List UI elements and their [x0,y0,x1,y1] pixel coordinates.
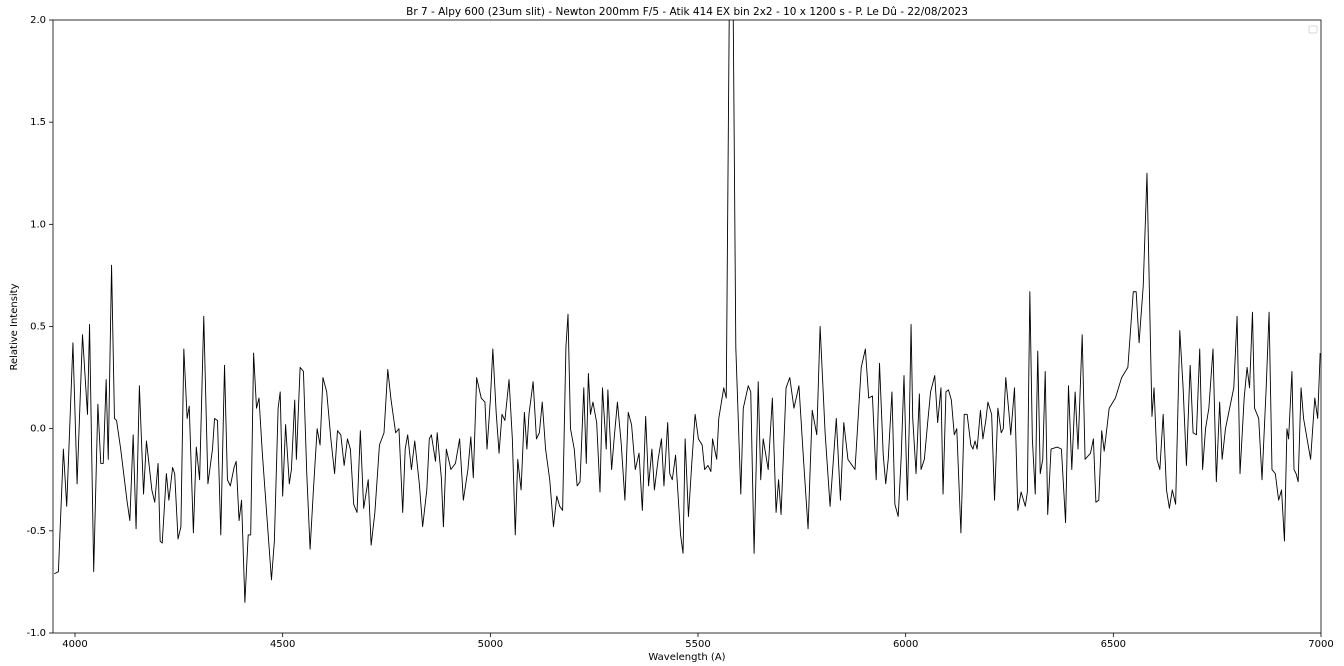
x-tick-label: 7000 [1308,639,1333,650]
y-tick-label: 0.0 [30,424,46,435]
x-tick-label: 5000 [478,639,503,650]
spectrum-line [54,20,1321,603]
y-axis-label: Relative Intensity [9,283,20,370]
x-tick-label: 6000 [893,639,918,650]
x-tick-label: 5500 [685,639,710,650]
y-tick-label: -1.0 [26,628,46,639]
x-axis-label: Wavelength (A) [648,652,725,663]
y-tick-label: 1.0 [30,219,46,230]
y-tick-label: 0.5 [30,322,46,333]
y-tick-label: -0.5 [26,526,46,537]
legend [1308,25,1318,34]
plot-area [54,20,1321,603]
y-tick-label: 2.0 [30,15,46,26]
x-tick-label: 6500 [1101,639,1126,650]
chart-title: Br 7 - Alpy 600 (23um slit) - Newton 200… [406,6,968,18]
x-tick-label: 4500 [270,639,295,650]
y-tick-label: 1.5 [30,117,46,128]
x-tick-label: 4000 [62,639,87,650]
